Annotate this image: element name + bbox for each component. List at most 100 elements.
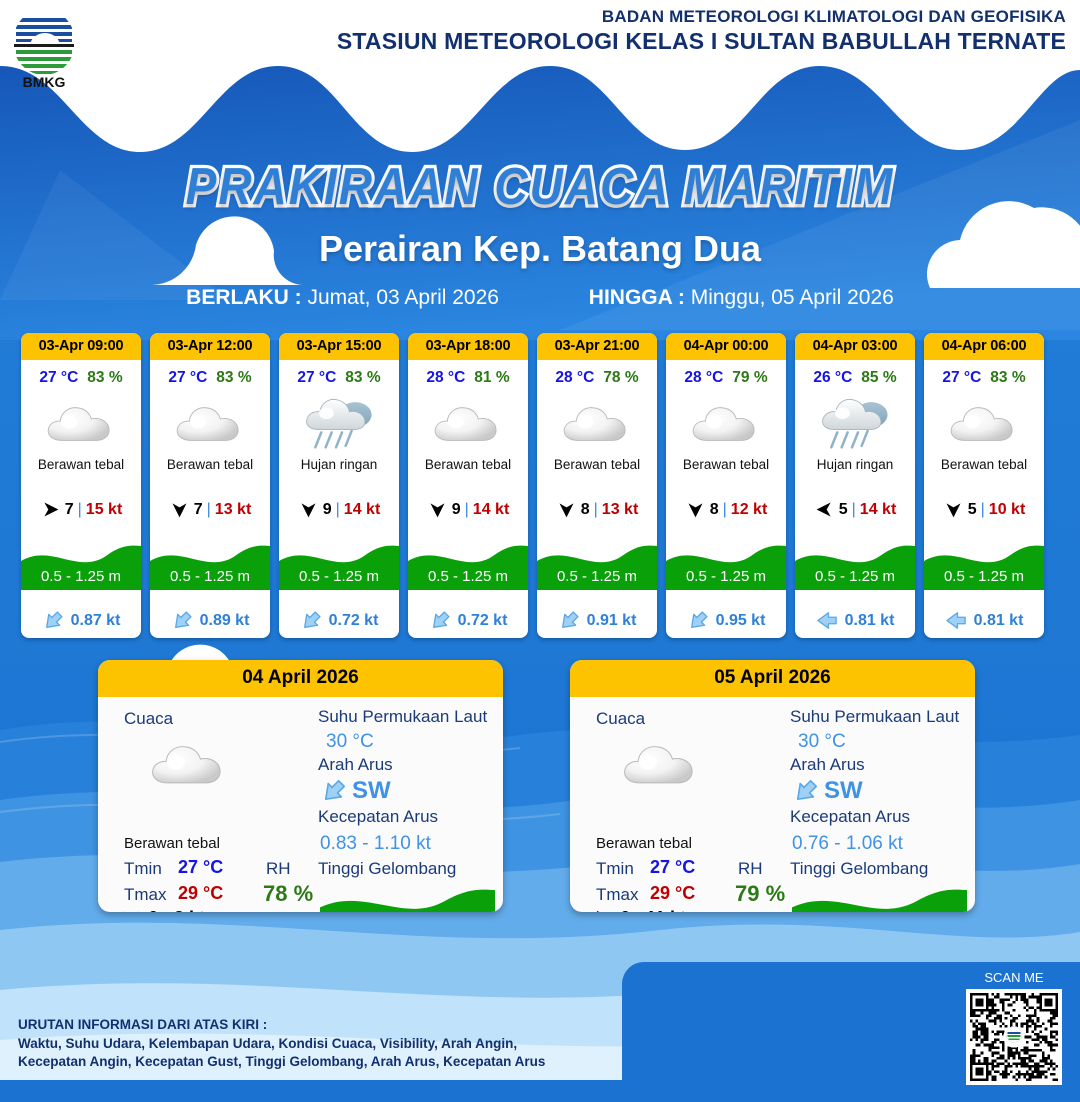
wind-direction-arrow-s xyxy=(559,503,574,518)
forecast-time: 03-Apr 12:00 xyxy=(150,333,270,360)
undefined xyxy=(537,545,657,590)
humidity: 78 % xyxy=(603,369,639,386)
undefined xyxy=(320,889,495,912)
current-speed: 0.72 kt xyxy=(328,611,379,629)
undefined xyxy=(924,545,1044,590)
visibility-value: 7 xyxy=(193,500,203,518)
undefined xyxy=(279,545,399,590)
air-temperature: 28 °C xyxy=(555,369,595,386)
weather-icon xyxy=(408,389,528,457)
svg-text:BMKG: BMKG xyxy=(23,74,66,90)
wave-height: 0.5 - 1.25 m xyxy=(169,568,251,585)
sst-label: Suhu Permukaan Laut xyxy=(790,707,960,726)
hourly-forecast-card: 03-Apr 09:00 27 °C 83 % Berawan tebal 7 … xyxy=(21,333,141,638)
weather-icon xyxy=(666,389,786,457)
air-temperature: 28 °C xyxy=(426,369,466,386)
tmax-value: 29 °C xyxy=(650,883,696,903)
current-speed: 0.72 kt xyxy=(457,611,508,629)
hingga-value: Minggu, 05 April 2026 xyxy=(690,286,894,310)
wind-speed: 12 kt xyxy=(730,500,768,518)
hourly-forecast-card: 04-Apr 03:00 26 °C 85 % Hujan ringan 5 |… xyxy=(795,333,915,638)
wind-direction-arrow-s xyxy=(946,503,961,518)
current-speed: 0.95 kt xyxy=(715,611,766,629)
visibility-value: 9 xyxy=(322,500,332,518)
wind-speed: 15 kt xyxy=(85,500,123,518)
wave-height: 0.5 - 1.25 m xyxy=(685,568,767,585)
weather-icon xyxy=(795,389,915,457)
wave-height-band: 0.5 - 1.25 m xyxy=(279,540,399,590)
weather-icon xyxy=(279,389,399,457)
wind-row: 7 | 15 kt xyxy=(21,499,141,520)
wave-height: 0.5 - 1.25 m xyxy=(40,568,122,585)
header-station-line: STASIUN METEOROLOGI KELAS I SULTAN BABUL… xyxy=(336,28,1066,55)
humidity: 83 % xyxy=(216,369,252,386)
cloudy-icon xyxy=(434,406,497,441)
wind-row: 8 | 12 kt xyxy=(666,499,786,520)
visibility-value: 5 xyxy=(838,500,848,518)
current-speed: 0.81 kt xyxy=(973,611,1024,629)
sst-value: 30 °C xyxy=(798,731,846,752)
weather-icon xyxy=(150,389,270,457)
wind-speed: 10 kt xyxy=(988,500,1026,518)
separator: | xyxy=(77,500,82,518)
forecast-time: 04-Apr 06:00 xyxy=(924,333,1044,360)
hingga-label: HINGGA : xyxy=(588,286,685,310)
separator: | xyxy=(335,500,340,518)
qr-code-icon[interactable] xyxy=(966,989,1062,1085)
weather-condition: Hujan ringan xyxy=(300,457,378,472)
cloudy-icon xyxy=(624,746,693,784)
separator: | xyxy=(464,500,469,518)
rh-label: RH xyxy=(738,859,763,878)
daily-wind-speed: 6 - 11 kt xyxy=(620,908,686,913)
current-direction-arrow-sw xyxy=(690,611,708,628)
legend-line-2: Waktu, Suhu Udara, Kelembapan Udara, Kon… xyxy=(18,1035,518,1051)
tmin-label: Tmin xyxy=(124,859,162,878)
weather-condition: Berawan tebal xyxy=(166,457,254,472)
hourly-forecast-card: 04-Apr 00:00 28 °C 79 % Berawan tebal 8 … xyxy=(666,333,786,638)
angin-label: Angin xyxy=(596,911,639,912)
undefined xyxy=(666,545,786,590)
cloudy-icon xyxy=(152,746,221,784)
rh-value: 78 % xyxy=(263,881,314,906)
daily-forecast-panel: 05 April 2026 Cuaca Berawan tebal Tmin 2… xyxy=(570,660,975,912)
visibility-value: 9 xyxy=(451,500,461,518)
cloudy-icon xyxy=(692,406,755,441)
current-direction-arrow-w xyxy=(816,612,837,629)
berlaku-label: BERLAKU : xyxy=(186,286,302,310)
wind-row: 9 | 14 kt xyxy=(279,499,399,520)
current-row: 0.72 kt xyxy=(279,609,399,632)
region-subtitle: Perairan Kep. Batang Dua xyxy=(318,228,762,270)
wind-speed: 13 kt xyxy=(214,500,252,518)
wave-label: Tinggi Gelombang xyxy=(318,859,457,878)
daily-wind-speed: 6 - 8 kt xyxy=(148,908,205,913)
qr-caption: SCAN ME xyxy=(984,970,1044,985)
cloudy-icon xyxy=(47,406,110,441)
current-direction-arrow-sw xyxy=(432,611,450,628)
page-title: PRAKIRAAN CUACA MARITIM xyxy=(183,155,896,216)
air-temperature: 28 °C xyxy=(684,369,724,386)
humidity: 81 % xyxy=(474,369,510,386)
qr-block: SCAN ME xyxy=(966,970,1062,1090)
wind-speed: 14 kt xyxy=(859,500,897,518)
weather-icon xyxy=(21,389,141,457)
current-direction-row: SW xyxy=(320,777,391,805)
wind-speed: 13 kt xyxy=(601,500,639,518)
humidity: 83 % xyxy=(345,369,381,386)
wave-height-band: 0.5 - 1.25 m xyxy=(408,540,528,590)
rain-icon xyxy=(822,399,888,449)
current-direction-row: SW xyxy=(792,777,863,805)
cloudy-icon xyxy=(563,406,626,441)
header-agency-line: BADAN METEOROLOGI KLIMATOLOGI DAN GEOFIS… xyxy=(601,7,1066,26)
tmin-value: 27 °C xyxy=(650,857,696,877)
wind-direction-arrow-e xyxy=(596,910,612,912)
berlaku-value: Jumat, 03 April 2026 xyxy=(307,286,499,310)
weather-condition: Berawan tebal xyxy=(682,457,770,472)
wind-direction-arrow-s xyxy=(301,503,316,518)
wind-row: 5 | 10 kt xyxy=(924,499,1044,520)
daily-forecast-panel: 04 April 2026 Cuaca Berawan tebal Tmin 2… xyxy=(98,660,503,912)
tmax-label: Tmax xyxy=(596,885,639,904)
title-block: PRAKIRAAN CUACA MARITIM Perairan Kep. Ba… xyxy=(0,155,1080,310)
undefined xyxy=(21,545,141,590)
page-header: BMKG BADAN METEOROLOGI KLIMATOLOGI DAN G… xyxy=(0,0,1080,120)
tmin-value: 27 °C xyxy=(178,857,224,877)
